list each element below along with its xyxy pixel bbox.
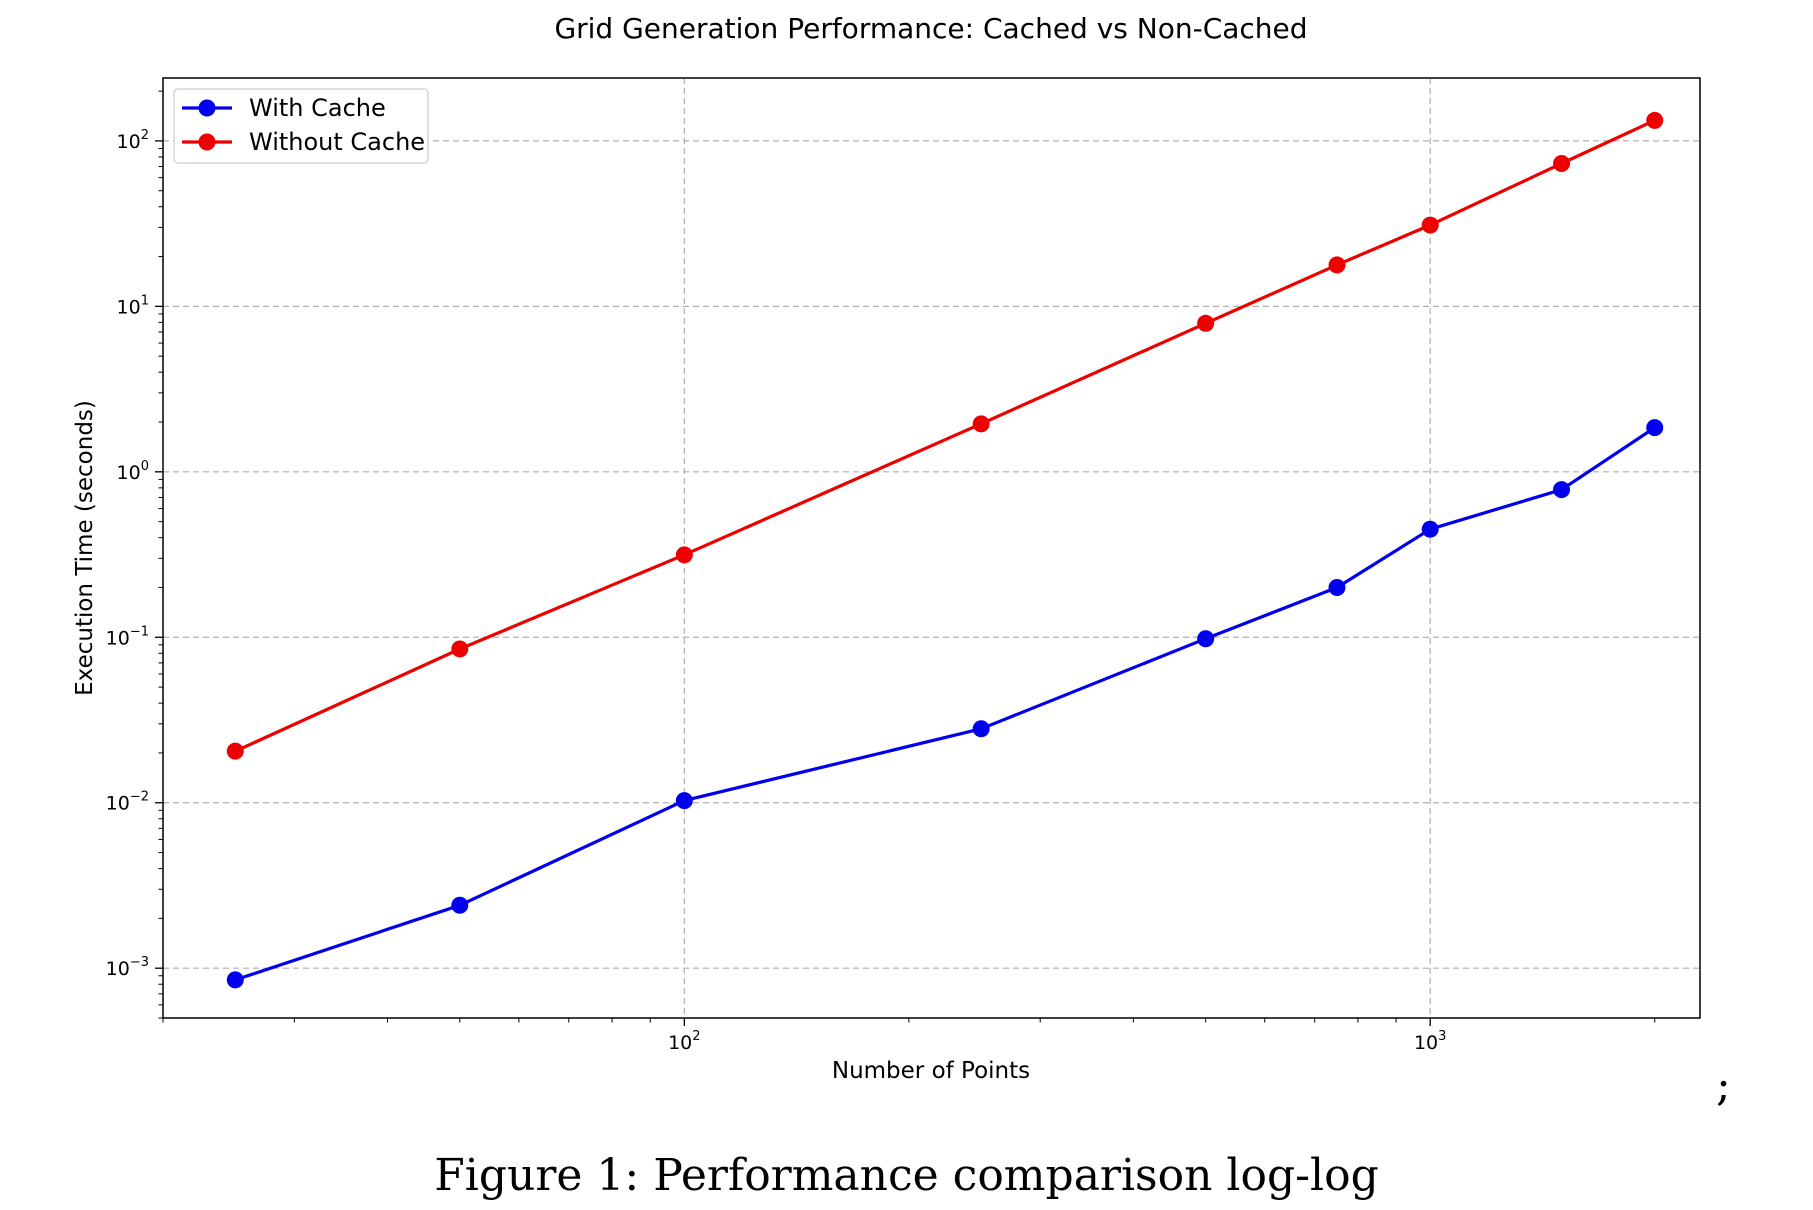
y-tick-label: 10−3 (106, 955, 149, 980)
y-tick-label: 102 (117, 128, 149, 153)
data-point (226, 742, 244, 760)
data-point (1646, 419, 1664, 437)
chart-title: Grid Generation Performance: Cached vs N… (554, 12, 1307, 45)
series-line-0 (234, 426, 1656, 982)
data-point (1328, 578, 1346, 596)
data-point (1553, 481, 1571, 499)
y-tick-label: 101 (117, 293, 149, 318)
legend-label: Without Cache (249, 128, 425, 156)
figure-caption: Figure 1: Performance comparison log-log (434, 1150, 1379, 1201)
ticks: 102 103 10−3 10−2 10−1 100 101 102 (106, 90, 1656, 1054)
y-tick-label: 10−1 (106, 624, 149, 649)
legend-label: With Cache (249, 94, 386, 122)
y-tick-label: 100 (117, 459, 149, 484)
data-point (1646, 111, 1664, 129)
data-point (1197, 314, 1215, 332)
series-layer (226, 111, 1664, 989)
data-point (451, 640, 469, 658)
y-axis-label: Execution Time (seconds) (72, 400, 98, 696)
chart: Grid Generation Performance: Cached vs N… (72, 12, 1701, 1084)
legend-marker (198, 133, 216, 151)
data-point (675, 792, 693, 810)
legend: With Cache Without Cache (173, 88, 429, 164)
data-point (675, 546, 693, 564)
grid (163, 78, 1700, 1018)
data-point (1197, 630, 1215, 648)
data-point (451, 896, 469, 914)
legend-marker (198, 99, 216, 117)
series-line-1 (234, 118, 1656, 753)
data-point (1553, 155, 1571, 173)
data-point (1421, 216, 1439, 234)
x-axis-label: Number of Points (832, 1058, 1030, 1084)
legend-box (173, 88, 429, 164)
plot-frame (162, 77, 1701, 1019)
trailing-mark: ; (1716, 1060, 1731, 1111)
x-tick-label: 103 (1414, 1029, 1446, 1054)
y-tick-label: 10−2 (106, 790, 149, 815)
data-point (972, 720, 990, 738)
data-point (972, 415, 990, 433)
data-point (1421, 520, 1439, 538)
x-tick-label: 102 (668, 1029, 700, 1054)
data-point (1328, 256, 1346, 274)
data-point (226, 971, 244, 989)
